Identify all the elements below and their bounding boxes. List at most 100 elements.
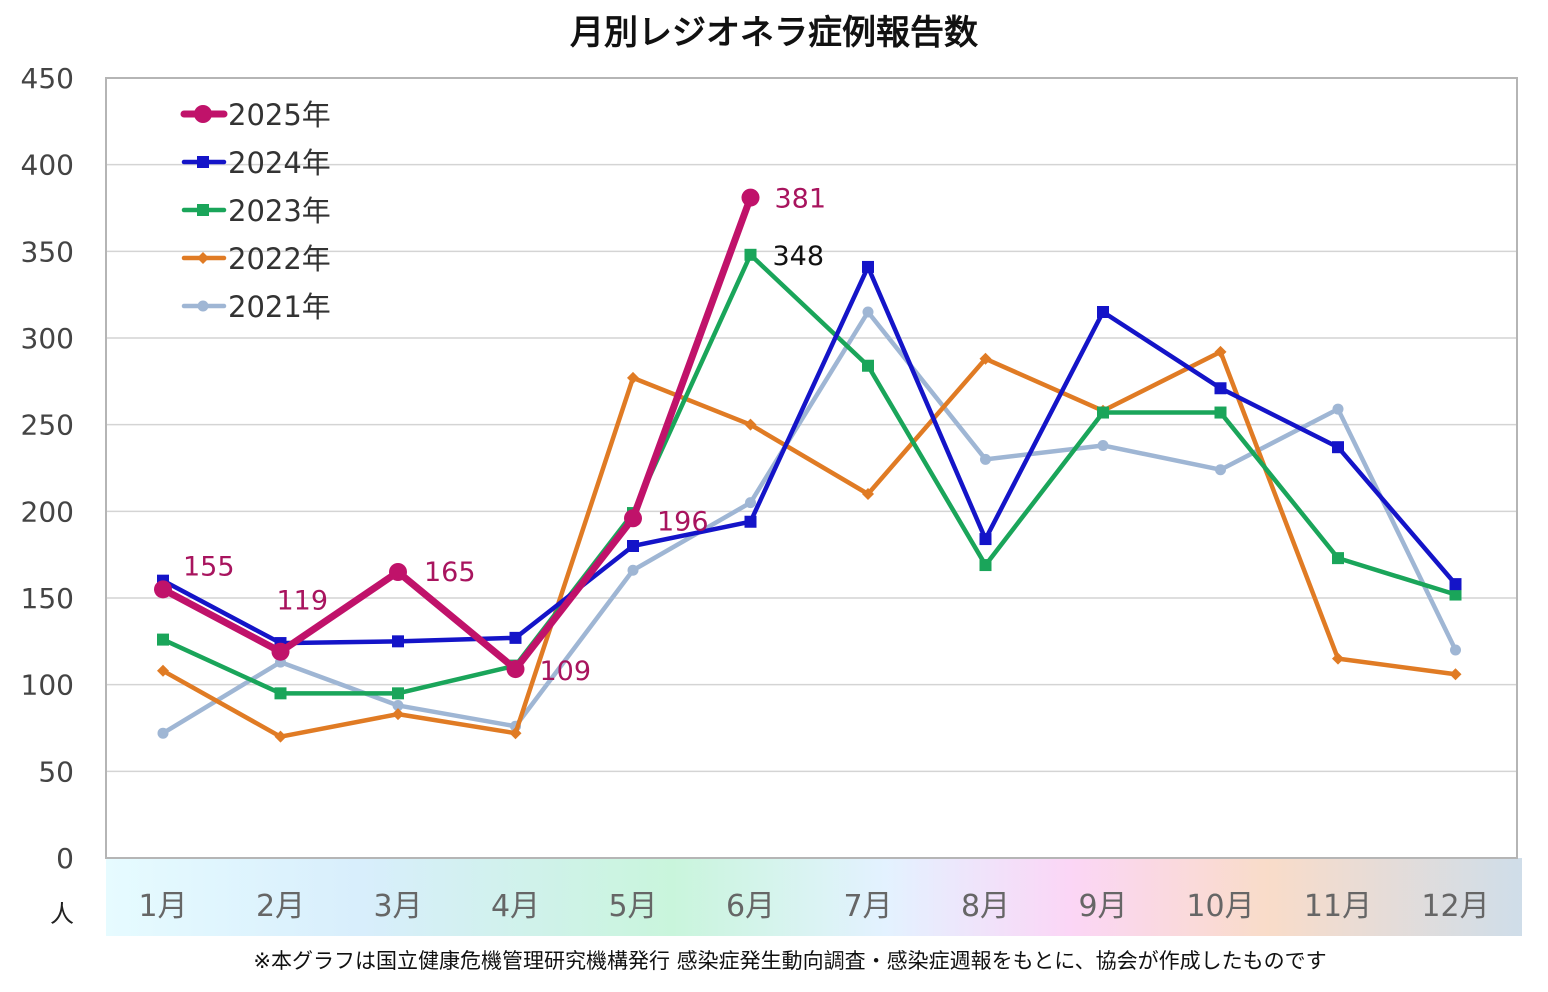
x-axis-band (106, 858, 1522, 936)
data-point (1097, 406, 1109, 419)
data-point (509, 727, 522, 740)
legend-item: 2021年 (181, 290, 331, 324)
series-line (160, 264, 1458, 646)
data-point (1332, 552, 1344, 565)
legend-label: 2021年 (228, 290, 331, 324)
legend-item: 2023年 (181, 194, 331, 228)
data-point (862, 488, 874, 500)
data-point (744, 248, 757, 261)
y-tick-label: 50 (38, 755, 74, 788)
y-tick-label: 150 (21, 582, 74, 615)
data-point (271, 642, 290, 661)
data-point (509, 631, 522, 644)
y-tick-label: 200 (21, 495, 74, 528)
data-label: 196 (657, 506, 709, 537)
series-0 (154, 188, 760, 679)
legend-marker (194, 105, 212, 123)
legend-label: 2024年 (228, 146, 331, 180)
x-tick-label: 3月 (373, 889, 422, 924)
data-point (1449, 578, 1462, 591)
chart-title: 月別レジオネラ症例報告数 (570, 13, 978, 53)
legend-item: 2025年 (180, 98, 331, 132)
data-point (624, 509, 642, 528)
data-point (627, 564, 639, 576)
data-point (157, 633, 169, 646)
legend-label: 2022年 (228, 242, 331, 276)
data-point (274, 687, 287, 700)
y-tick-label: 0 (56, 842, 74, 875)
data-point (979, 533, 992, 546)
y-unit-label: 人 (50, 900, 74, 928)
x-tick-label: 9月 (1078, 889, 1127, 924)
x-tick-label: 2月 (256, 889, 305, 924)
data-point (1450, 644, 1461, 656)
data-point (745, 497, 756, 509)
data-point (980, 453, 991, 465)
y-tick-label: 100 (21, 669, 74, 702)
series-4 (157, 306, 1461, 739)
data-point (1332, 441, 1344, 454)
data-point (1214, 382, 1227, 395)
series-1 (157, 260, 1462, 650)
data-point (627, 371, 639, 384)
data-point (506, 660, 525, 679)
x-tick-label: 6月 (726, 889, 775, 924)
y-tick-label: 350 (21, 235, 74, 268)
data-point (157, 664, 169, 677)
data-point (1332, 403, 1344, 415)
data-point (1215, 464, 1226, 476)
x-tick-label: 10月 (1186, 889, 1254, 924)
x-tick-label: 8月 (961, 889, 1010, 924)
data-point (1449, 588, 1462, 601)
y-tick-label: 400 (21, 149, 74, 182)
y-tick-label: 250 (21, 409, 74, 442)
legend-item: 2022年 (181, 242, 331, 276)
legend: 2025年 2024年 2023年 2022年 2021年 (180, 98, 331, 324)
data-point (979, 352, 992, 365)
series-line (160, 252, 1458, 696)
data-point (392, 687, 404, 700)
legend-marker (197, 252, 209, 264)
y-tick-label: 300 (21, 322, 74, 355)
data-label: 119 (277, 586, 329, 617)
x-tick-label: 7月 (843, 889, 892, 924)
data-point (741, 188, 760, 207)
data-point (1214, 345, 1227, 358)
series-lines (154, 188, 1462, 743)
series-line (159, 194, 754, 673)
data-point (627, 540, 639, 552)
y-tick-label: 450 (21, 62, 74, 95)
legend-marker (197, 300, 209, 312)
x-tick-label: 11月 (1304, 889, 1372, 924)
legend-marker (197, 204, 209, 216)
data-point (1449, 668, 1462, 681)
data-label: 165 (424, 557, 476, 588)
x-tick-label: 1月 (138, 889, 187, 924)
data-point (1332, 652, 1344, 665)
data-label: 348 (773, 241, 825, 272)
data-point (154, 580, 172, 599)
data-point (744, 515, 757, 528)
x-tick-label: 5月 (608, 889, 657, 924)
legend-item: 2024年 (181, 146, 331, 180)
data-point (862, 306, 874, 318)
plot-frame (105, 77, 1518, 859)
legend-label: 2023年 (228, 194, 331, 228)
data-point (392, 635, 404, 648)
data-label: 109 (540, 656, 592, 687)
data-point (862, 359, 874, 372)
data-point (392, 708, 404, 721)
data-point (274, 730, 287, 743)
data-point (1214, 406, 1227, 419)
x-tick-label: 4月 (491, 889, 540, 924)
data-labels: 155 119 165 109 196 381 348 (183, 184, 826, 687)
data-point (1097, 439, 1109, 451)
data-point (389, 563, 407, 581)
x-tick-label: 12月 (1421, 889, 1489, 924)
legend-marker (197, 156, 209, 168)
data-label: 381 (775, 184, 827, 215)
series-line (160, 349, 1458, 739)
legend-label: 2025年 (228, 98, 331, 132)
data-point (1097, 306, 1109, 318)
